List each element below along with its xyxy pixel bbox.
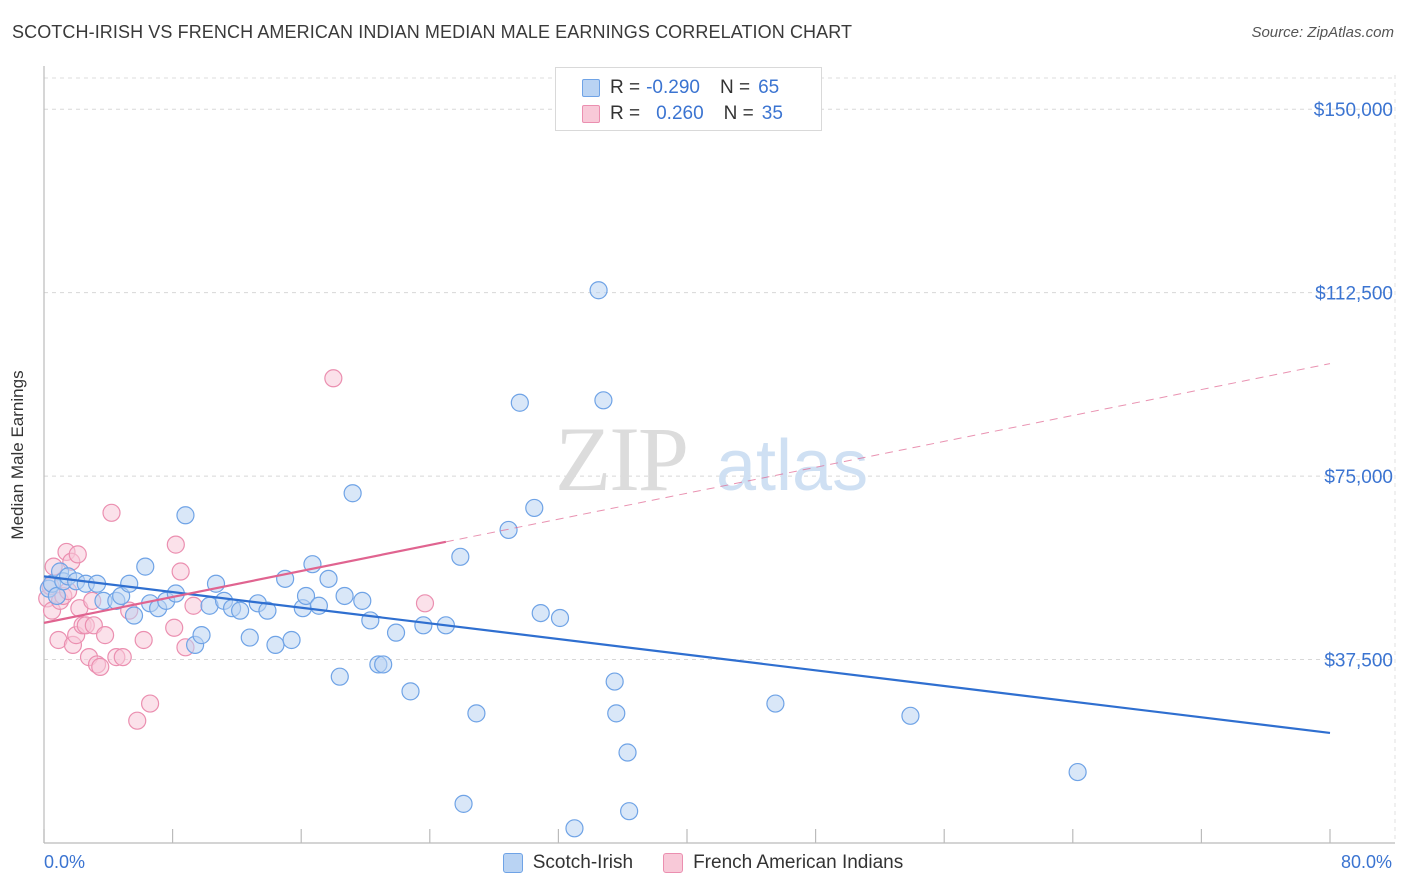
data-point — [550, 608, 570, 628]
y-tick-labels: $37,500 $75,000 $112,500 $150,000 — [1314, 100, 1393, 671]
data-point — [401, 682, 420, 701]
data-point — [565, 819, 584, 838]
source-label: Source: ZipAtlas.com — [1251, 24, 1394, 41]
data-point — [454, 794, 473, 813]
trend-line-french-american-indians-projection — [445, 363, 1331, 543]
data-point — [499, 520, 518, 540]
data-point — [589, 281, 608, 300]
series-french-american-indians — [38, 369, 435, 730]
legend-label: French American Indians — [693, 852, 904, 873]
r-value: -0.290 — [646, 77, 700, 98]
data-point — [319, 569, 338, 588]
data-point — [353, 591, 372, 610]
r-value: 0.260 — [656, 103, 704, 124]
axes — [43, 66, 1395, 844]
n-value: 35 — [761, 103, 783, 124]
y-tick-label: $150,000 — [1314, 100, 1393, 121]
legend-item-scotch-irish: Scotch-Irish — [502, 852, 634, 874]
legend-label: Scotch-Irish — [532, 852, 634, 873]
series-legend: Scotch-Irish French American Indians — [0, 852, 1406, 874]
x-tick-label-min: 0.0% — [44, 852, 86, 872]
data-point — [618, 743, 637, 762]
data-point — [531, 603, 550, 623]
watermark-atlas: atlas — [716, 426, 868, 506]
data-point — [258, 601, 277, 620]
data-point — [330, 667, 349, 686]
data-point — [91, 657, 110, 676]
data-point — [136, 557, 155, 576]
trend-line-french-american-indians — [43, 540, 447, 624]
data-point — [240, 628, 259, 647]
data-point — [171, 562, 190, 581]
r-label: R = — [610, 103, 641, 124]
n-value: 65 — [758, 77, 780, 98]
trend-lines — [43, 363, 1331, 735]
data-point — [296, 586, 316, 606]
correlation-legend: R = -0.290 N = 65 R = 0.260 N = 35 — [555, 67, 822, 131]
y-tick-label: $112,500 — [1315, 284, 1393, 305]
data-point — [335, 586, 354, 606]
chart-title: SCOTCH-IRISH VS FRENCH AMERICAN INDIAN M… — [12, 22, 853, 42]
n-label: N = — [723, 103, 754, 124]
legend-row-scotch-irish: R = -0.290 N = 65 — [582, 76, 779, 100]
data-point — [95, 626, 115, 645]
legend-row-french-american-indians: R = 0.260 N = 35 — [582, 102, 783, 126]
data-point — [766, 694, 785, 713]
data-point — [165, 618, 184, 637]
data-point — [309, 596, 328, 615]
data-point — [525, 498, 544, 518]
y-axis-title: Median Male Earnings — [8, 370, 27, 540]
blue-swatch — [582, 79, 600, 97]
data-point — [467, 704, 486, 723]
data-point — [282, 630, 301, 650]
data-point — [113, 648, 132, 667]
data-point — [510, 393, 529, 412]
data-point — [120, 574, 139, 593]
data-point — [386, 623, 406, 642]
pink-swatch — [582, 105, 600, 123]
data-point — [134, 630, 153, 650]
blue-swatch — [502, 853, 523, 873]
data-point — [451, 547, 470, 566]
data-point — [1068, 762, 1087, 782]
data-point — [266, 635, 285, 654]
pink-swatch — [663, 853, 684, 873]
series-scotch-irish — [39, 281, 1087, 838]
data-point — [124, 606, 144, 625]
data-point — [414, 616, 433, 635]
data-point — [620, 802, 639, 821]
y-tick-label: $75,000 — [1324, 467, 1393, 488]
data-point — [184, 596, 203, 615]
data-point — [68, 545, 87, 564]
data-point — [140, 694, 160, 713]
watermark-zip: ZIP — [555, 408, 687, 510]
data-point — [607, 704, 626, 723]
data-point — [231, 601, 250, 620]
data-point — [176, 506, 195, 525]
n-label: N = — [719, 77, 751, 98]
data-point — [128, 711, 147, 730]
data-point — [102, 503, 121, 522]
data-point — [343, 484, 362, 503]
trend-line-scotch-irish — [43, 575, 1331, 735]
r-label: R = — [610, 77, 641, 98]
x-tick-label-max: 80.0% — [1340, 852, 1392, 872]
data-point — [166, 535, 185, 554]
legend-item-french-american-indians: French American Indians — [663, 852, 903, 874]
data-point — [605, 672, 624, 691]
data-point — [192, 626, 211, 645]
data-point — [374, 655, 393, 674]
data-point — [594, 391, 613, 410]
data-point — [324, 369, 343, 388]
data-point — [415, 594, 435, 613]
y-tick-label: $37,500 — [1324, 651, 1393, 672]
data-point — [901, 706, 920, 725]
